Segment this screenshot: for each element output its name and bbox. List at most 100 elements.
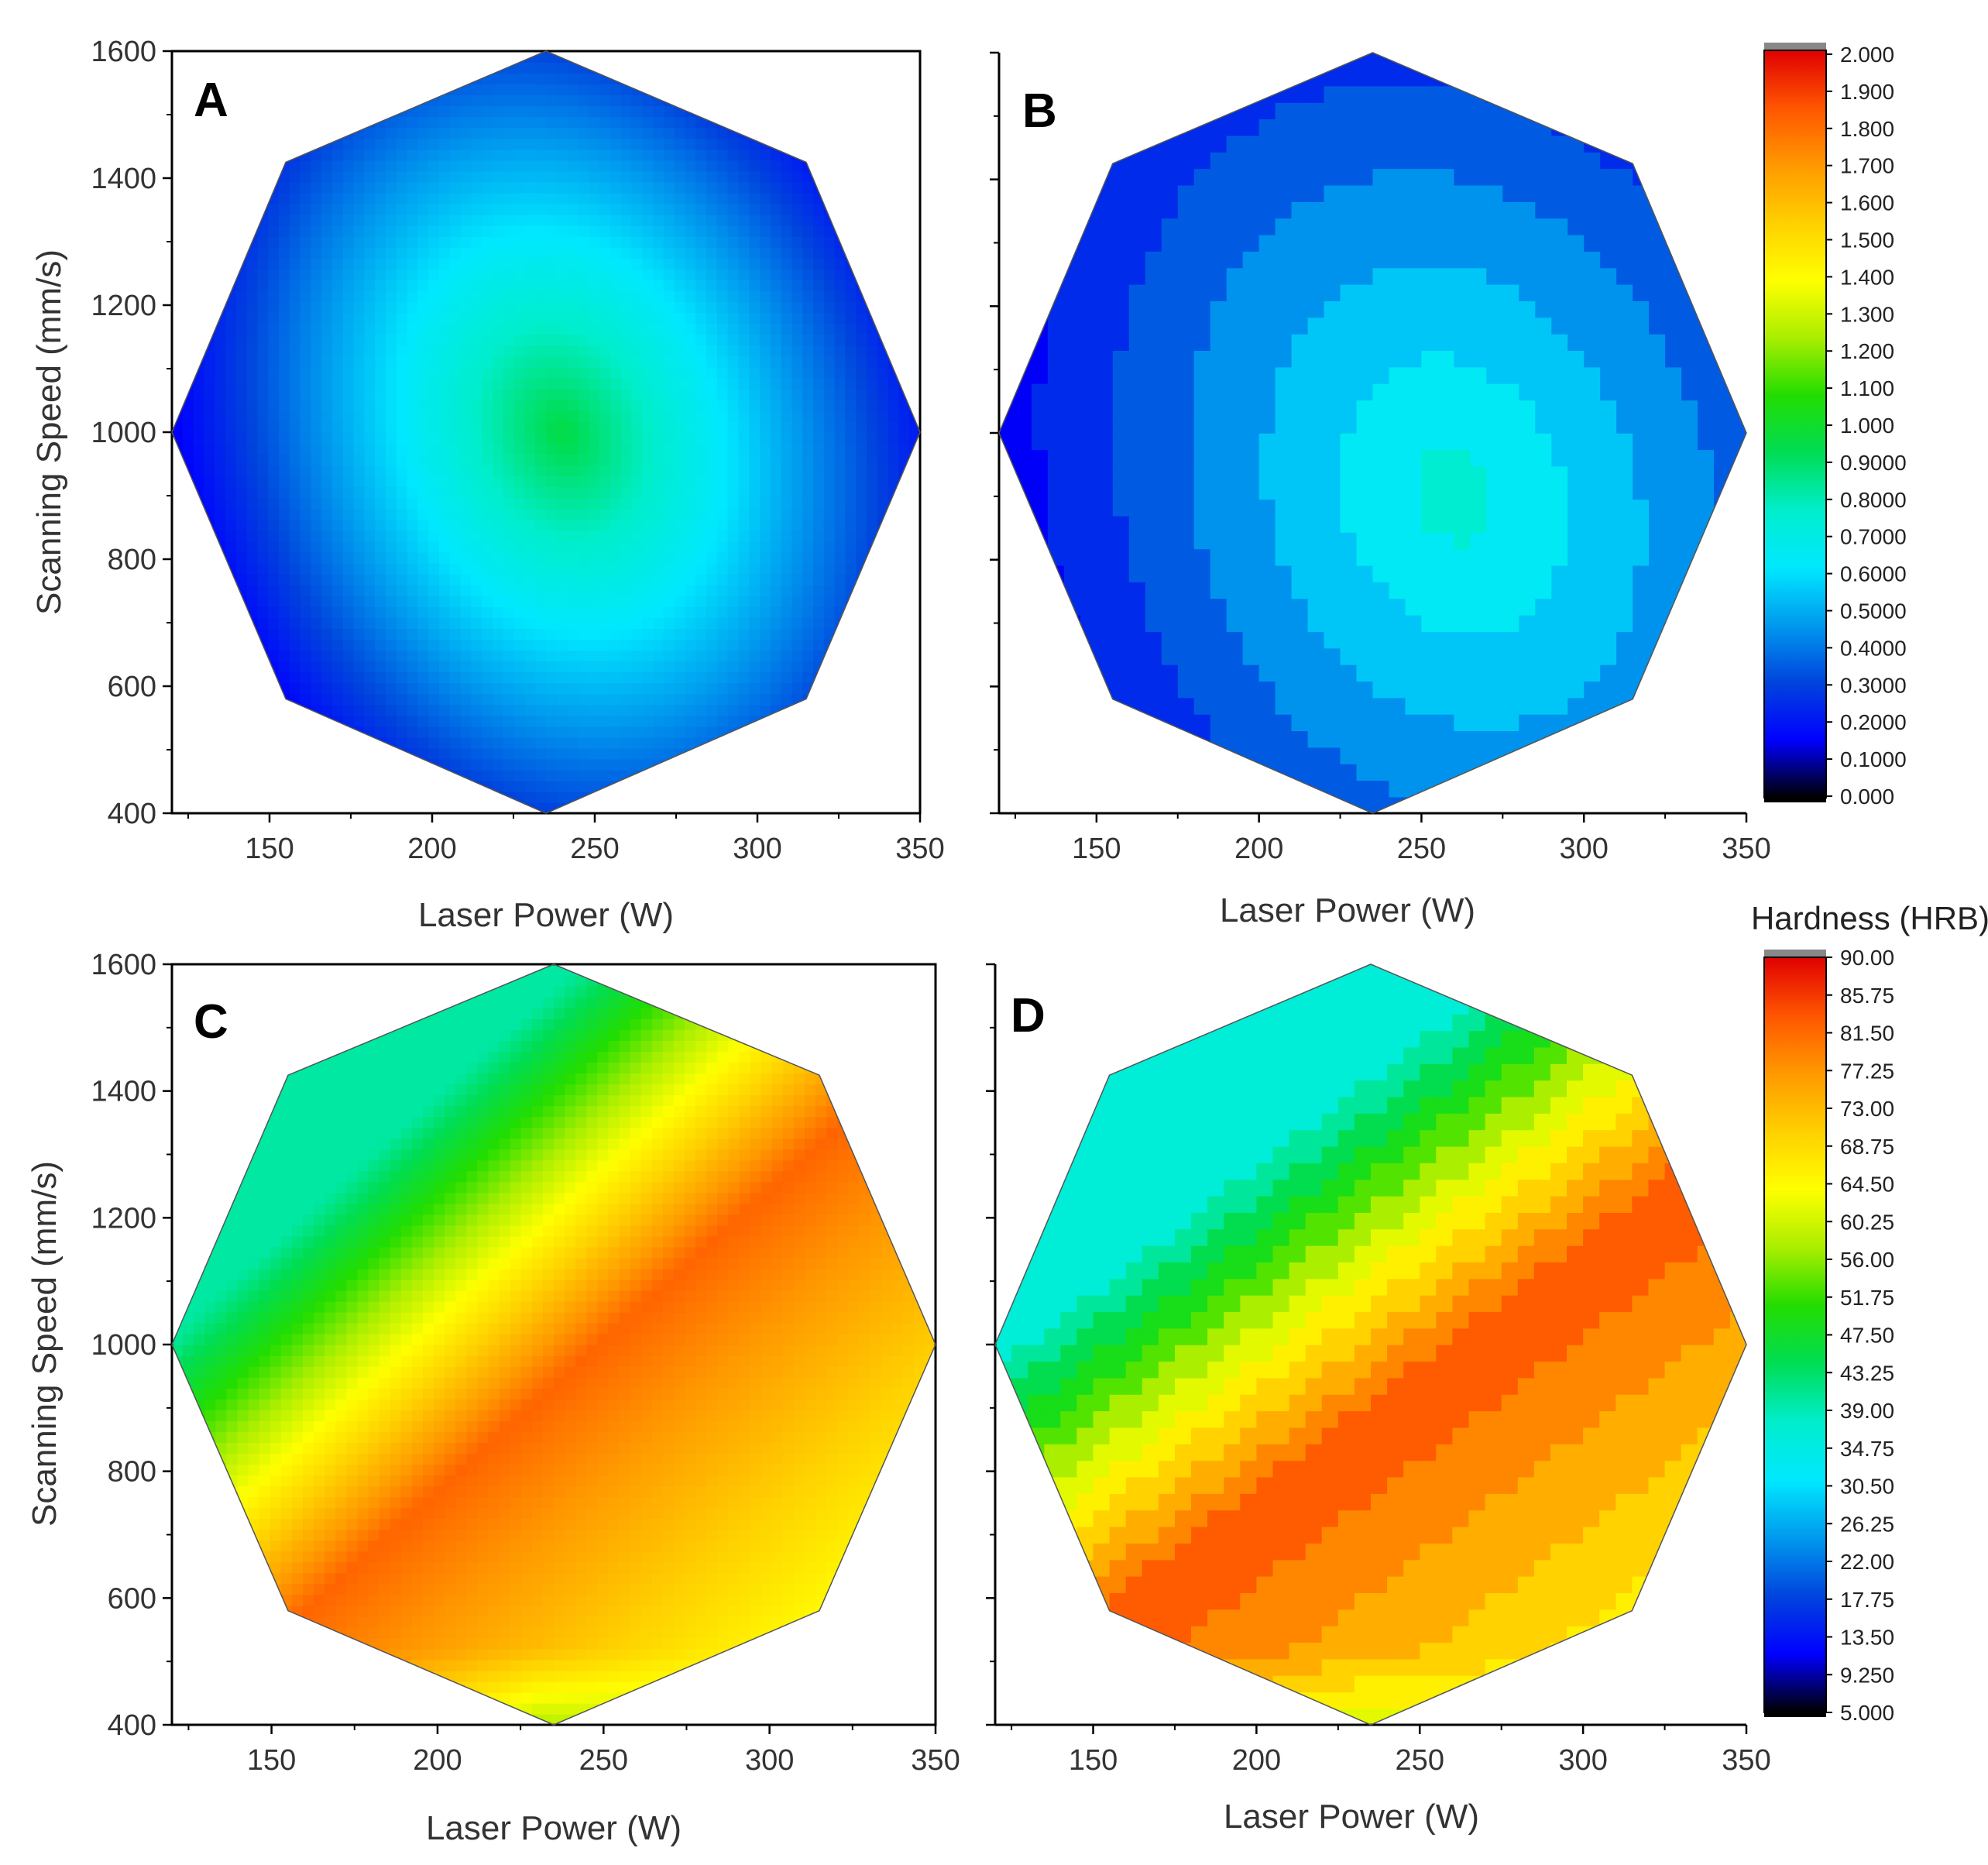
contour-cell bbox=[642, 51, 654, 63]
contour-cell bbox=[695, 312, 707, 325]
contour-cell bbox=[482, 584, 493, 596]
contour-cell bbox=[802, 650, 814, 661]
contour-cell bbox=[567, 214, 579, 226]
contour-cell bbox=[642, 366, 654, 379]
contour-cell bbox=[449, 650, 462, 661]
contour-cell bbox=[524, 258, 536, 270]
contour-cell bbox=[524, 791, 536, 803]
contour-cell bbox=[695, 606, 707, 618]
contour-cell bbox=[332, 780, 344, 792]
contour-cell bbox=[695, 454, 707, 465]
contour-cell bbox=[396, 573, 408, 586]
contour-cell bbox=[674, 747, 686, 760]
contour-cell bbox=[342, 661, 355, 673]
contour-cell bbox=[535, 160, 547, 172]
contour-cell bbox=[193, 617, 205, 629]
contour-cell bbox=[867, 192, 878, 204]
contour-cell bbox=[674, 377, 686, 390]
contour-cell bbox=[428, 617, 440, 629]
contour-cell bbox=[609, 628, 622, 640]
contour-cell bbox=[268, 94, 280, 107]
contour-cell bbox=[503, 650, 515, 661]
contour-cell bbox=[428, 562, 440, 575]
contour-cell bbox=[663, 432, 675, 444]
contour-cell bbox=[204, 51, 215, 63]
contour-cell bbox=[888, 258, 900, 270]
contour-cell bbox=[225, 628, 237, 640]
contour-cell bbox=[609, 116, 622, 129]
contour-cell bbox=[503, 312, 515, 325]
contour-cell bbox=[449, 170, 462, 183]
contour-cell bbox=[599, 181, 611, 194]
contour-cell bbox=[513, 682, 526, 695]
contour-cell bbox=[396, 51, 408, 63]
contour-cell bbox=[493, 280, 504, 292]
contour-cell bbox=[888, 377, 900, 390]
contour-cell bbox=[791, 465, 803, 477]
contour-cell bbox=[535, 105, 547, 118]
contour-cell bbox=[749, 704, 761, 716]
contour-cell bbox=[999, 283, 1016, 301]
contour-cell bbox=[407, 617, 419, 629]
contour-cell bbox=[674, 562, 686, 575]
contour-cell bbox=[417, 432, 429, 444]
contour-cell bbox=[364, 530, 376, 542]
contour-cell bbox=[289, 661, 301, 673]
contour-cell bbox=[546, 116, 558, 129]
contour-cell bbox=[813, 214, 825, 226]
contour-cell bbox=[578, 682, 589, 695]
contour-cell bbox=[663, 497, 675, 510]
contour-cell bbox=[631, 584, 643, 596]
contour-cell bbox=[439, 51, 451, 63]
contour-cell bbox=[449, 486, 462, 499]
contour-cell bbox=[535, 661, 547, 673]
contour-cell bbox=[215, 562, 226, 575]
contour-cell bbox=[428, 116, 440, 129]
contour-cell bbox=[439, 715, 451, 727]
contour-cell bbox=[823, 443, 836, 455]
contour-cell bbox=[567, 138, 579, 150]
contour-cell bbox=[321, 366, 333, 379]
contour-cell bbox=[386, 247, 397, 259]
contour-cell bbox=[449, 747, 462, 760]
contour-cell bbox=[407, 715, 419, 727]
contour-cell bbox=[289, 682, 301, 695]
contour-cell bbox=[417, 628, 429, 640]
contour-cell bbox=[738, 269, 750, 280]
contour-cell bbox=[428, 726, 440, 738]
contour-cell bbox=[760, 247, 771, 259]
contour-cell bbox=[567, 606, 579, 618]
contour-cell bbox=[311, 639, 322, 651]
contour-cell bbox=[268, 465, 280, 477]
contour-cell bbox=[332, 84, 344, 96]
contour-cell bbox=[877, 94, 889, 107]
contour-cell bbox=[172, 595, 184, 607]
contour-cell bbox=[332, 127, 344, 139]
contour-cell bbox=[653, 584, 664, 596]
contour-cell bbox=[268, 149, 280, 161]
contour-cell bbox=[760, 476, 771, 488]
contour-cell bbox=[609, 355, 622, 368]
contour-cell bbox=[567, 486, 579, 499]
contour-cell bbox=[546, 595, 558, 607]
contour-cell bbox=[760, 312, 771, 325]
contour-cell bbox=[215, 726, 226, 738]
contour-cell bbox=[428, 170, 440, 183]
contour-cell bbox=[888, 715, 900, 727]
contour-cell bbox=[620, 323, 633, 335]
contour-cell bbox=[556, 682, 568, 695]
contour-cell bbox=[823, 73, 836, 84]
contour-cell bbox=[246, 138, 259, 150]
contour-cell bbox=[289, 214, 301, 226]
contour-cell bbox=[727, 269, 740, 280]
contour-cell bbox=[493, 508, 504, 520]
contour-cell bbox=[653, 541, 664, 553]
contour-cell bbox=[215, 323, 226, 335]
contour-cell bbox=[215, 269, 226, 280]
contour-cell bbox=[428, 62, 440, 74]
contour-cell bbox=[182, 355, 194, 368]
contour-cell bbox=[802, 247, 814, 259]
panel-a-xlabel: Laser Power (W) bbox=[418, 896, 674, 934]
contour-cell bbox=[727, 225, 740, 237]
contour-cell bbox=[503, 573, 515, 586]
